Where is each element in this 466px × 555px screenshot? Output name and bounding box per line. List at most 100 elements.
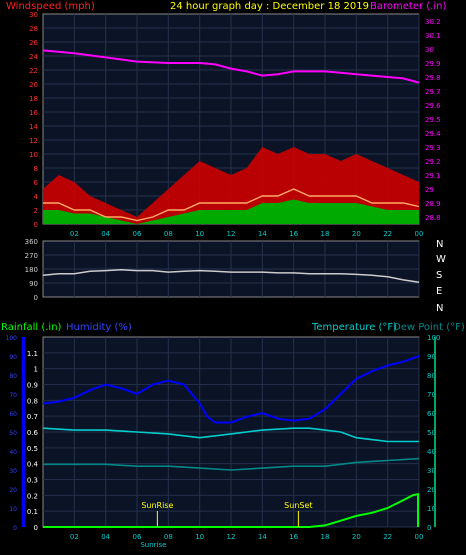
x-tick-label: 02	[70, 230, 79, 238]
windspeed-axis-label: Windspeed (mph)	[6, 1, 95, 12]
temperature-axis-bar	[434, 337, 436, 527]
windspeed-tick-label: 4	[34, 193, 39, 201]
temperature-tick-label: 30	[427, 467, 436, 475]
compass-label: N	[436, 303, 443, 314]
windspeed-tick-label: 20	[29, 81, 38, 89]
barometer-axis-label: Barometer (.in)	[370, 1, 446, 12]
humidity-series	[42, 355, 420, 424]
barometer-tick-label: 29.9	[425, 60, 441, 68]
barometer-tick-label: 29.2	[425, 158, 441, 166]
x-tick-label: 04	[101, 230, 110, 238]
rainfall-tick-label: 1.1	[27, 350, 38, 358]
windspeed-tick-label: 0	[34, 221, 38, 229]
rainfall-tick-label: 0.2	[27, 492, 38, 500]
humidity-tick-label: 90	[9, 354, 17, 361]
windspeed-tick-label: 10	[29, 151, 38, 159]
barometer-tick-label: 29	[425, 186, 434, 194]
windspeed-tick-label: 30	[29, 11, 38, 19]
x-tick-label: 14	[258, 230, 267, 238]
barometer-tick-label: 30.2	[425, 18, 441, 26]
temperature-tick-label: 10	[427, 505, 436, 513]
x-tick-label: 08	[164, 230, 173, 238]
x-tick-label: 10	[195, 230, 204, 238]
sunrise-bottom-label: Sunrise	[140, 541, 166, 549]
windspeed-tick-label: 24	[29, 53, 38, 61]
dewpoint-series	[43, 457, 420, 471]
weather-panel-ticks: 010203040506070809010000.10.20.30.40.50.…	[6, 334, 441, 549]
temperature-tick-label: 20	[427, 486, 436, 494]
humidity-tick-label: 50	[9, 430, 17, 437]
windspeed-tick-label: 22	[29, 67, 38, 75]
humidity-tick-label: 100	[6, 335, 18, 342]
x-tick-label: 16	[289, 230, 298, 238]
humidity-tick-label: 80	[9, 373, 17, 380]
windspeed-series	[43, 199, 419, 224]
rainfall-tick-label: 0.5	[27, 445, 38, 453]
direction-tick-label: 270	[25, 252, 38, 260]
x-tick-label: 22	[383, 230, 392, 238]
rainfall-tick-label: 0.9	[27, 382, 38, 390]
weather-panel-series: SunRise SunSet	[42, 355, 420, 528]
temperature-tick-label: 40	[427, 448, 436, 456]
rainfall-axis-label: Rainfall (.in)	[1, 322, 62, 333]
humidity-tick-label: 60	[9, 411, 17, 418]
x-tick-label: 00	[415, 533, 424, 541]
barometer-tick-label: 29.8	[425, 74, 441, 82]
annotation-label: SunRise	[141, 501, 173, 510]
windspeed-tick-label: 26	[29, 39, 38, 47]
rainfall-tick-label: 0.3	[27, 477, 38, 485]
windspeed-tick-label: 16	[29, 109, 38, 117]
annotation-label: SunSet	[284, 501, 312, 510]
barometer-tick-label: 29.5	[425, 116, 441, 124]
rainfall-tick-label: 0.6	[27, 429, 39, 437]
temperature-tick-label: 60	[427, 410, 436, 418]
direction-tick-label: 0	[34, 294, 38, 302]
x-tick-label: 10	[195, 533, 204, 541]
dewpoint-axis-label: Dew Point (°F)	[393, 322, 465, 333]
temperature-tick-label: 50	[427, 429, 436, 437]
direction-tick-label: 90	[29, 280, 38, 288]
x-tick-label: 14	[258, 533, 267, 541]
direction-tick-label: 360	[25, 238, 38, 246]
humidity-tick-label: 40	[9, 449, 17, 456]
barometer-tick-label: 28.9	[425, 200, 441, 208]
temperature-tick-label: 80	[427, 372, 436, 380]
rainfall-tick-label: 1	[34, 366, 38, 374]
chart-title: 24 hour graph day : December 18 2019	[170, 1, 369, 12]
x-tick-label: 02	[70, 533, 79, 541]
windspeed-tick-label: 6	[34, 179, 39, 187]
barometer-tick-label: 29.3	[425, 144, 441, 152]
x-tick-label: 20	[352, 230, 361, 238]
temperature-axis-label: Temperature (°F)	[311, 322, 397, 333]
compass-label: W	[436, 254, 446, 265]
barometer-tick-label: 30.1	[425, 32, 441, 40]
windspeed-tick-label: 18	[29, 95, 38, 103]
rainfall-tick-label: 0.8	[27, 397, 38, 405]
rainfall-series	[43, 492, 420, 528]
barometer-tick-label: 29.4	[425, 130, 441, 138]
compass-label: N	[436, 239, 443, 250]
direction-panel-series	[42, 269, 420, 283]
rainfall-tick-label: 0.4	[27, 461, 39, 469]
x-tick-label: 00	[415, 230, 424, 238]
windspeed-tick-label: 8	[34, 165, 38, 173]
wind-panel-series	[42, 49, 420, 224]
rainfall-tick-label: 0.7	[27, 413, 38, 421]
x-tick-label: 06	[133, 533, 142, 541]
direction-tick-label: 180	[25, 266, 38, 274]
x-tick-label: 16	[289, 533, 298, 541]
windspeed-tick-label: 28	[29, 25, 38, 33]
direction-panel-grid	[43, 241, 420, 297]
x-tick-label: 06	[133, 230, 142, 238]
x-tick-label: 08	[164, 533, 173, 541]
barometer-tick-label: 29.6	[425, 102, 441, 110]
wind-direction-series	[42, 269, 420, 283]
x-tick-label: 12	[227, 230, 236, 238]
humidity-tick-label: 30	[9, 468, 17, 475]
humidity-axis-bar	[22, 337, 25, 527]
humidity-axis-label: Humidity (%)	[66, 322, 132, 333]
x-tick-label: 20	[352, 533, 361, 541]
humidity-tick-label: 70	[9, 392, 17, 399]
compass-label: E	[436, 286, 442, 297]
